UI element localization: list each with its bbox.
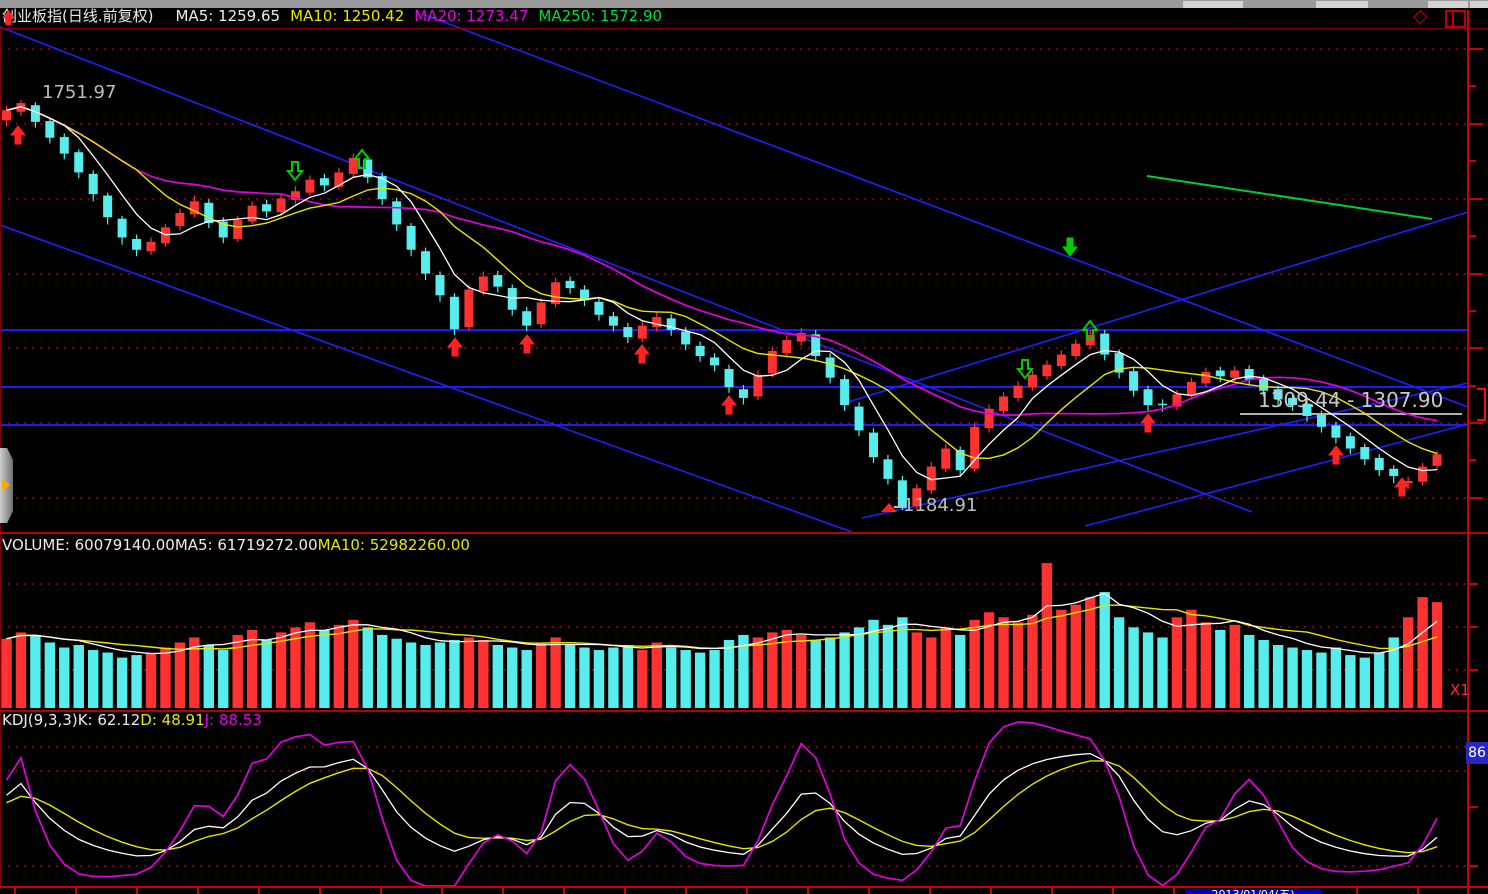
ma250-value: MA250: 1572.90 (538, 7, 663, 25)
ma5-value: MA5: 1259.65 (175, 7, 281, 25)
kdj-name: KDJ(9,3,3) (2, 711, 78, 729)
date-axis-label: 2013/01/04(五) (1185, 889, 1321, 894)
volume-header: VOLUME: 60079140.00MA5: 61719272.00MA10:… (2, 538, 470, 553)
ma20-value: MA20: 1273.47 (414, 7, 529, 25)
kdj-k-value: K: 62.12 (77, 711, 141, 729)
kdj-j-value: J: 88.53 (204, 711, 262, 729)
volume-ma5: MA5: 61719272.00 (174, 536, 318, 554)
titlebar-tab[interactable] (1316, 1, 1368, 8)
window-titlebar[interactable] (0, 0, 1488, 8)
volume-ma10: MA10: 52982260.00 (317, 536, 470, 554)
expand-arrow-icon (2, 479, 10, 491)
volume-value: VOLUME: 60079140.00 (2, 536, 175, 554)
ma10-value: MA10: 1250.42 (290, 7, 405, 25)
kdj-axis-highlight: 86 (1466, 742, 1488, 764)
diamond-icon[interactable]: ◇ (1413, 5, 1428, 27)
kdj-d-value: D: 48.91 (140, 711, 205, 729)
kdj-header: KDJ(9,3,3)K: 62.12D: 48.91J: 88.53 (2, 713, 262, 728)
titlebar-tab[interactable] (1428, 1, 1468, 8)
sidebar-collapse-tab[interactable] (0, 448, 13, 523)
titlebar-tab[interactable] (1470, 1, 1488, 8)
main-chart-header: 创业板指(日线.前复权) MA5: 1259.65 MA10: 1250.42 MA2… (2, 7, 672, 25)
titlebar-tab[interactable] (1183, 1, 1243, 8)
gap-range-label: 1309.44 - 1307.90 (1258, 388, 1444, 412)
volume-unit-label: X1 (1450, 681, 1470, 699)
high-price-label: 1751.97 (42, 82, 117, 103)
split-window-icon[interactable] (1445, 10, 1466, 28)
low-price-label: 1184.91 (903, 495, 978, 516)
symbol-title: 创业板指(日线.前复权) (2, 7, 154, 25)
